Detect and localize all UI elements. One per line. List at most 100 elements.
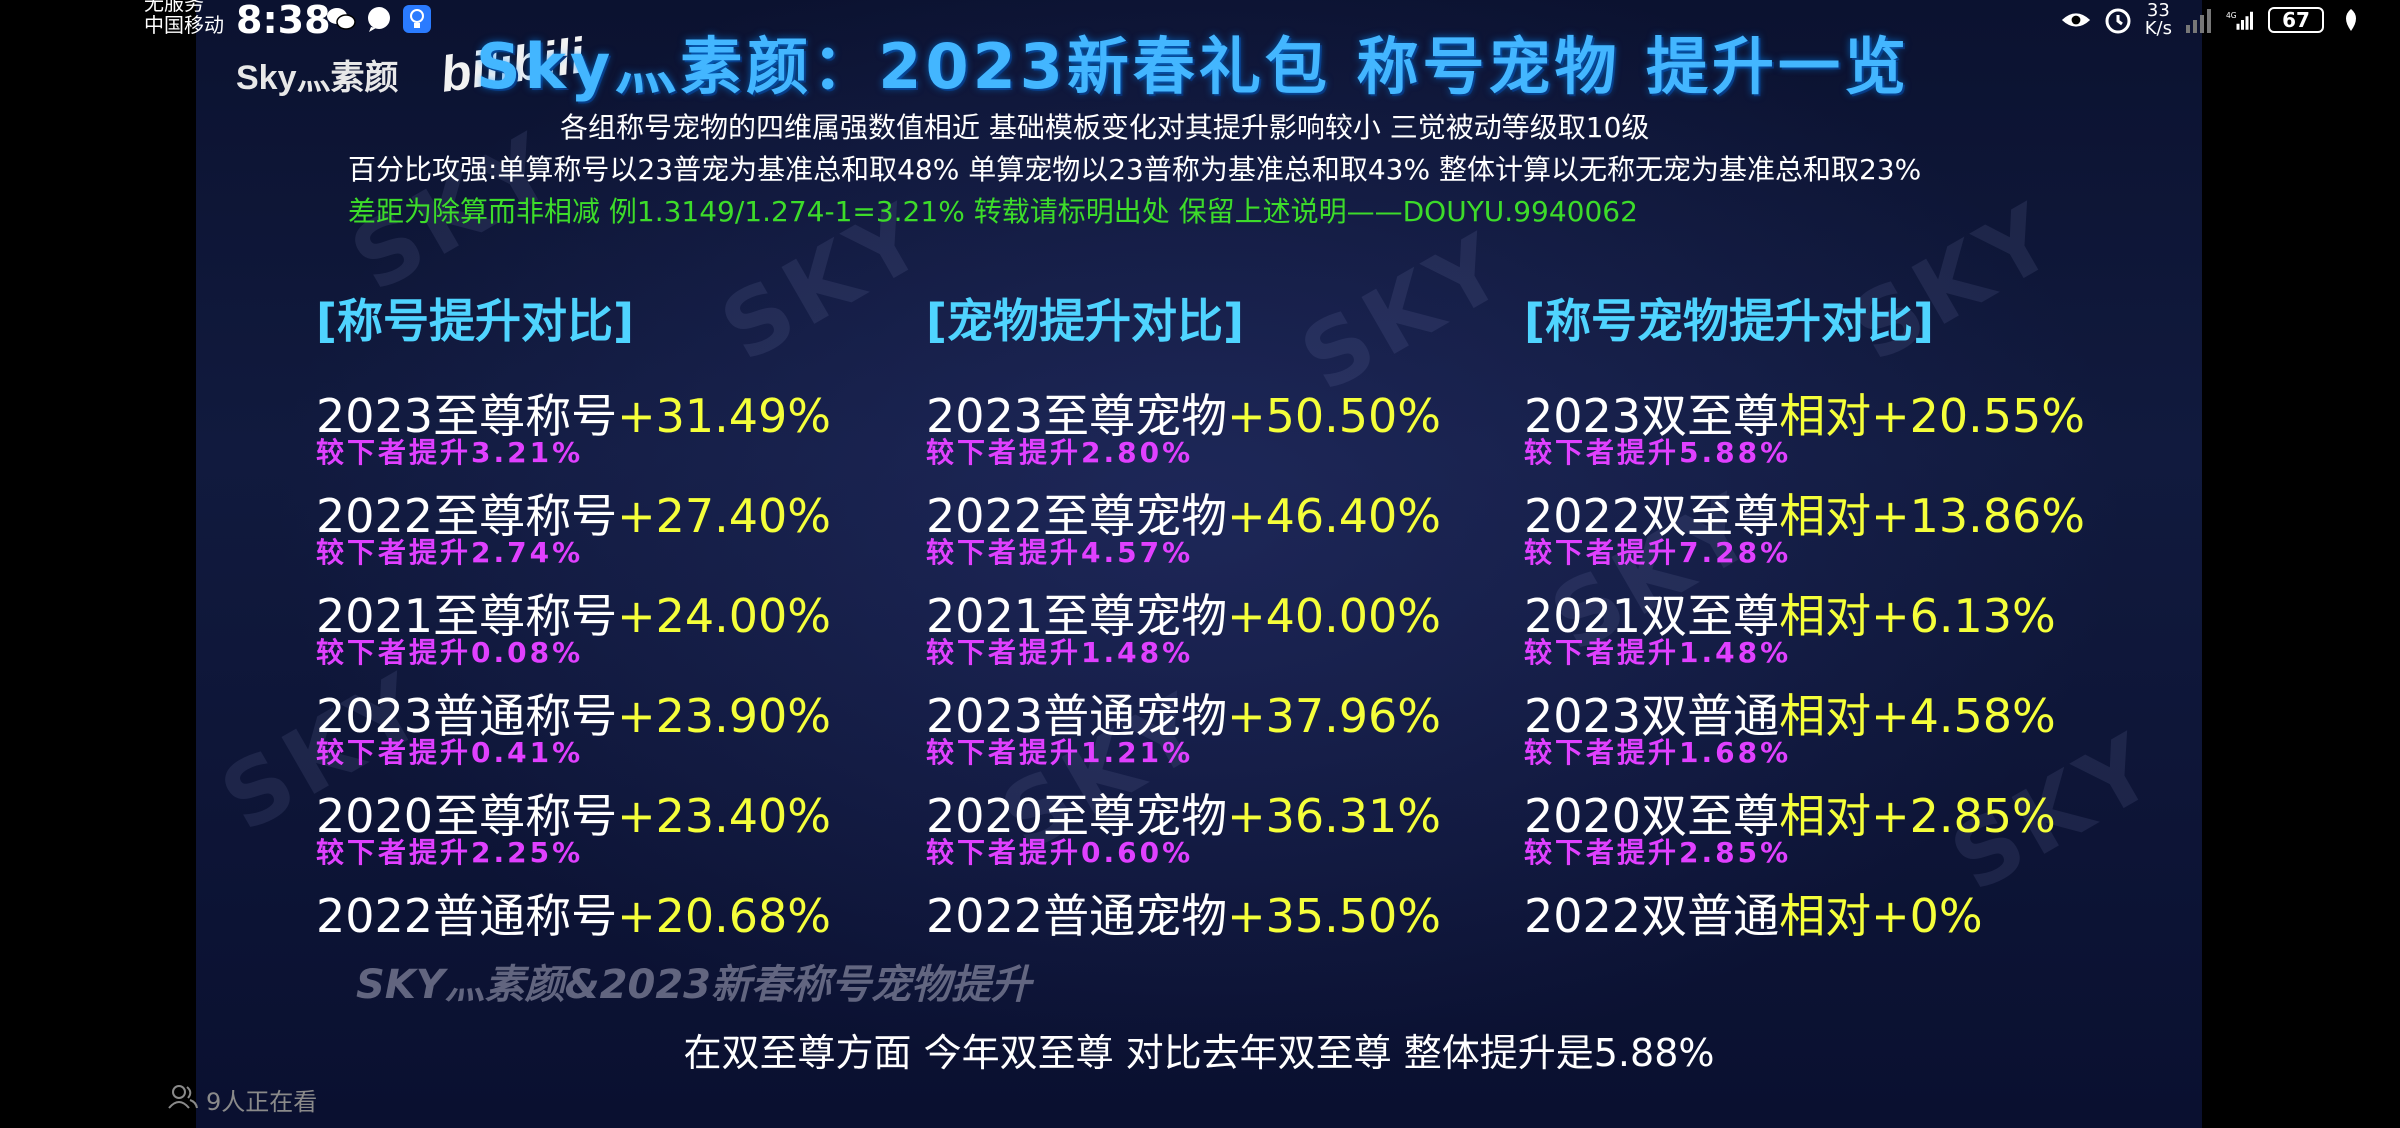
status-right: 33 K/s 4G 67 xyxy=(2061,0,2366,40)
combined-entry: 2020双至尊相对+2.85% 较下者提升2.85% xyxy=(1524,788,2056,868)
pet-entry: 2020至尊宠物+36.31% 较下者提升0.60% xyxy=(926,788,1441,868)
column-heading-pets: [宠物提升对比] xyxy=(926,294,1245,348)
entry-sub: 较下者提升3.21% xyxy=(316,436,584,469)
signal-icon xyxy=(2184,5,2214,35)
entry-name: 2020至尊宠物 xyxy=(926,789,1228,843)
entry-name: 2021双至尊 xyxy=(1524,589,1780,643)
notification-icons xyxy=(326,4,432,34)
column-heading-combined: [称号宠物提升对比] xyxy=(1524,294,1935,348)
entry-value: +46.40% xyxy=(1227,489,1442,543)
entry-sub: 较下者提升7.28% xyxy=(1524,536,1792,569)
watermark-sky: SKY xyxy=(1834,182,2076,383)
entry-value: +31.49% xyxy=(617,389,832,443)
title-entry: 2023普通称号+23.90% 较下者提升0.41% xyxy=(316,688,831,768)
entry-name: 2022至尊宠物 xyxy=(926,489,1228,543)
note-line-1: 各组称号宠物的四维属强数值相近 基础模板变化对其提升影响较小 三觉被动等级取10… xyxy=(560,111,1650,144)
alarm-icon xyxy=(2103,5,2133,35)
leaf-icon xyxy=(2336,5,2366,35)
entry-sub: 较下者提升0.41% xyxy=(316,736,584,769)
viewer-count: 9人正在看 xyxy=(168,1082,317,1117)
entry-sub: 较下者提升1.68% xyxy=(1524,736,1792,769)
entry-name: 2022双普通 xyxy=(1524,889,1780,943)
entry-sub: 较下者提升1.48% xyxy=(1524,636,1792,669)
signal-4g-icon: 4G xyxy=(2226,5,2256,35)
entry-sub: 较下者提升2.85% xyxy=(1524,836,1792,869)
battery-indicator: 67 xyxy=(2268,7,2324,33)
carrier-line1: 无服务 xyxy=(144,0,204,15)
entry-value: 相对+2.85% xyxy=(1779,789,2056,843)
combined-entry: 2022双普通相对+0% xyxy=(1524,888,1983,944)
video-subtitle: 在双至尊方面 今年双至尊 对比去年双至尊 整体提升是5.88% xyxy=(683,1031,1715,1075)
net-speed-unit: K/s xyxy=(2144,18,2172,39)
entry-sub: 较下者提升0.60% xyxy=(926,836,1194,869)
title-entry: 2021至尊称号+24.00% 较下者提升0.08% xyxy=(316,588,831,668)
title-entry: 2022至尊称号+27.40% 较下者提升2.74% xyxy=(316,488,831,568)
entry-value: +40.00% xyxy=(1227,589,1442,643)
entry-name: 2022普通宠物 xyxy=(926,889,1228,943)
wechat-icon xyxy=(326,4,356,34)
entry-name: 2021至尊宠物 xyxy=(926,589,1228,643)
entry-value: +35.50% xyxy=(1227,889,1442,943)
entry-name: 2023普通宠物 xyxy=(926,689,1228,743)
entry-sub: 较下者提升4.57% xyxy=(926,536,1194,569)
entry-value: +36.31% xyxy=(1227,789,1442,843)
eye-icon xyxy=(2061,5,2091,35)
entry-value: +27.40% xyxy=(617,489,832,543)
carrier-info: 无服务 中国移动 xyxy=(144,0,224,36)
entry-name: 2022至尊称号 xyxy=(316,489,618,543)
combined-entry: 2023双普通相对+4.58% 较下者提升1.68% xyxy=(1524,688,2056,768)
entry-value: +20.68% xyxy=(617,889,832,943)
entry-sub: 较下者提升1.21% xyxy=(926,736,1194,769)
entry-sub: 较下者提升1.48% xyxy=(926,636,1194,669)
entry-value: +50.50% xyxy=(1227,389,1442,443)
message-icon xyxy=(364,4,394,34)
entry-name: 2020至尊称号 xyxy=(316,789,618,843)
entry-value: +23.40% xyxy=(617,789,832,843)
pet-entry: 2022普通宠物+35.50% xyxy=(926,888,1441,944)
entry-name: 2021至尊称号 xyxy=(316,589,618,643)
combined-entry: 2021双至尊相对+6.13% 较下者提升1.48% xyxy=(1524,588,2056,668)
entry-sub: 较下者提升2.25% xyxy=(316,836,584,869)
pet-entry: 2023普通宠物+37.96% 较下者提升1.21% xyxy=(926,688,1441,768)
video-title: Sky灬素颜：2023新春礼包 称号宠物 提升一览 xyxy=(476,30,1911,103)
entry-value: 相对+4.58% xyxy=(1779,689,2056,743)
entry-sub: 较下者提升2.74% xyxy=(316,536,584,569)
title-entry: 2020至尊称号+23.40% 较下者提升2.25% xyxy=(316,788,831,868)
watermark-caption: SKY灬素颜&2023新春称号宠物提升 xyxy=(356,952,1031,1010)
entry-value: 相对+0% xyxy=(1779,889,1983,943)
people-icon xyxy=(168,1084,198,1116)
viewer-count-text: 9人正在看 xyxy=(206,1088,318,1116)
entry-sub: 较下者提升2.80% xyxy=(926,436,1194,469)
status-bar: 无服务 中国移动 8:38 33 K/s 4G 67 xyxy=(0,0,2400,44)
watermark-sky: SKY xyxy=(1284,212,1526,413)
column-heading-titles: [称号提升对比] xyxy=(316,294,635,348)
entry-value: +37.96% xyxy=(1227,689,1442,743)
entry-value: +24.00% xyxy=(617,589,832,643)
title-entry: 2022普通称号+20.68% xyxy=(316,888,831,944)
entry-name: 2023普通称号 xyxy=(316,689,618,743)
net-speed-value: 33 xyxy=(2146,0,2170,21)
entry-name: 2020双至尊 xyxy=(1524,789,1780,843)
entry-sub: 较下者提升5.88% xyxy=(1524,436,1792,469)
carrier-line2: 中国移动 xyxy=(144,13,224,37)
combined-entry: 2023双至尊相对+20.55% 较下者提升5.88% xyxy=(1524,388,2085,468)
entry-name: 2023双至尊 xyxy=(1524,389,1780,443)
note-line-3: 差距为除算而非相减 例1.3149/1.274-1=3.21% 转载请标明出处 … xyxy=(348,195,1638,228)
channel-logo: Sky灬素颜 xyxy=(236,59,399,97)
watermark-caption-text: SKY灬素颜&2023新春称号宠物提升 xyxy=(356,962,1031,1008)
entry-name: 2022普通称号 xyxy=(316,889,618,943)
entry-name: 2022双至尊 xyxy=(1524,489,1780,543)
entry-name: 2023至尊称号 xyxy=(316,389,618,443)
pet-entry: 2023至尊宠物+50.50% 较下者提升2.80% xyxy=(926,388,1441,468)
svg-text:4G: 4G xyxy=(2226,11,2237,20)
entry-name: 2023双普通 xyxy=(1524,689,1780,743)
entry-name: 2023至尊宠物 xyxy=(926,389,1228,443)
title-entry: 2023至尊称号+31.49% 较下者提升3.21% xyxy=(316,388,831,468)
clock: 8:38 xyxy=(236,0,331,42)
entry-sub: 较下者提升0.08% xyxy=(316,636,584,669)
entry-value: 相对+13.86% xyxy=(1779,489,2086,543)
pet-entry: 2022至尊宠物+46.40% 较下者提升4.57% xyxy=(926,488,1441,568)
combined-entry: 2022双至尊相对+13.86% 较下者提升7.28% xyxy=(1524,488,2085,568)
entry-value: 相对+6.13% xyxy=(1779,589,2056,643)
video-player[interactable]: SKY SKY SKY SKY SKY SKY SKY SKY Sky灬素颜 b… xyxy=(196,0,2202,1128)
